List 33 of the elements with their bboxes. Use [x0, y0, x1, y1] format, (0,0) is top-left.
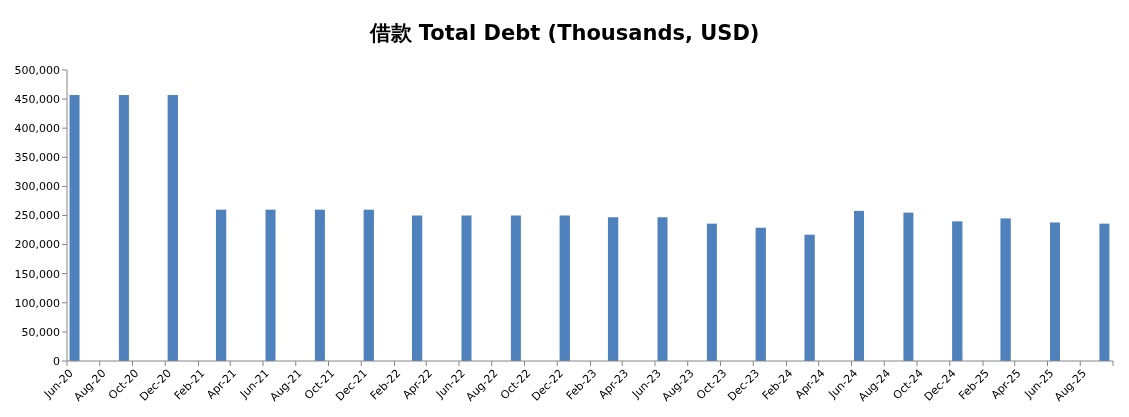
bar [706, 223, 717, 361]
bar [607, 217, 619, 361]
bar [167, 95, 178, 361]
y-tick-label: 450,000 [14, 92, 60, 106]
bar [510, 215, 521, 361]
bar [755, 227, 766, 361]
bar [1099, 223, 1110, 361]
y-tick-label: 200,000 [14, 238, 60, 252]
bar [1000, 218, 1011, 361]
bar [215, 209, 227, 361]
bar [1050, 222, 1060, 361]
bar [854, 210, 865, 361]
bar [952, 221, 963, 361]
y-tick-label: 300,000 [14, 180, 60, 194]
chart-title: 借款 Total Debt (Thousands, USD) [368, 21, 760, 45]
bar [363, 209, 374, 361]
bar [411, 215, 423, 361]
bar [657, 217, 668, 361]
bar [903, 212, 914, 361]
y-tick-label: 500,000 [14, 63, 60, 77]
y-tick-label: 100,000 [14, 296, 60, 310]
y-tick-label: 0 [53, 354, 60, 368]
bar [118, 95, 129, 361]
y-tick-label: 400,000 [14, 122, 60, 136]
y-tick-label: 50,000 [21, 325, 60, 339]
bar [314, 209, 325, 361]
bar [559, 215, 570, 361]
bar [265, 209, 276, 361]
bar [804, 234, 815, 361]
y-tick-label: 350,000 [14, 151, 60, 165]
y-tick-label: 150,000 [14, 267, 60, 281]
bar [69, 95, 80, 361]
y-tick-label: 250,000 [14, 209, 60, 223]
